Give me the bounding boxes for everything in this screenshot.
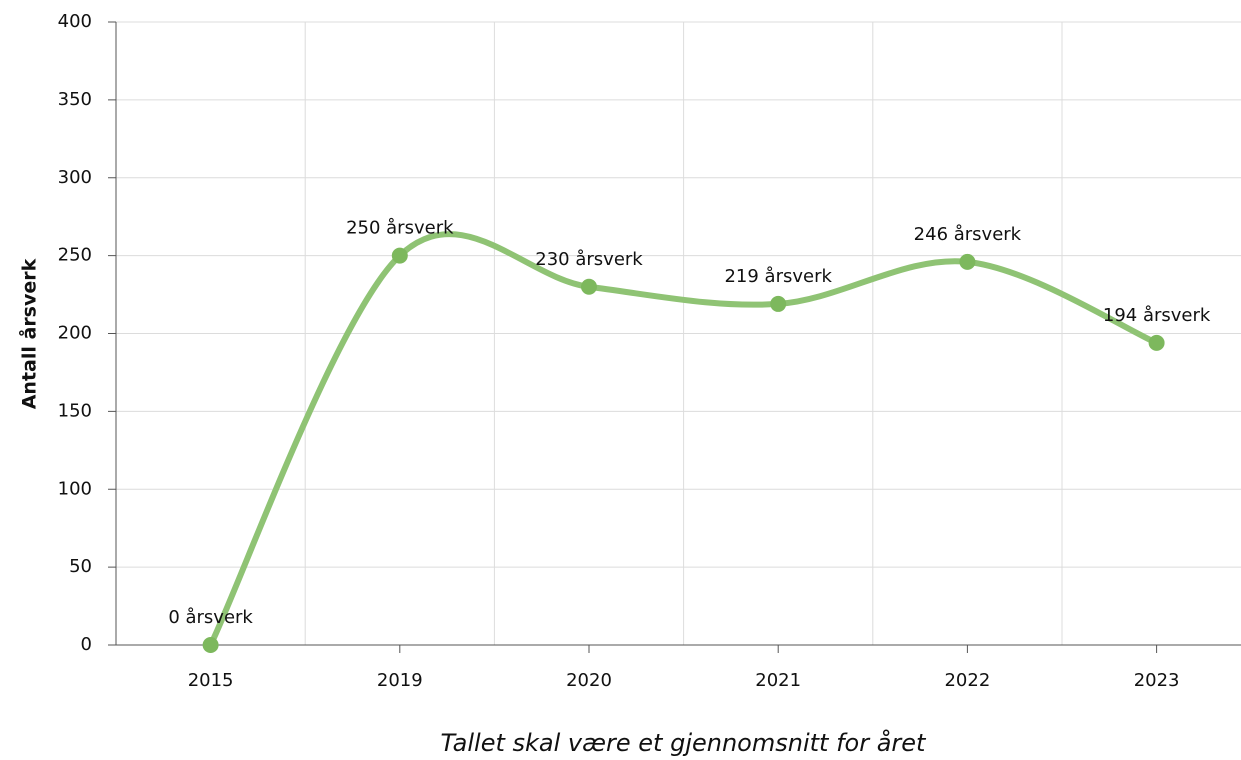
- x-tick-label: 2022: [944, 670, 990, 691]
- x-axis-label: Tallet skal være et gjennomsnitt for åre…: [441, 728, 928, 757]
- y-tick-label: 300: [58, 167, 92, 188]
- y-tick-label: 200: [58, 323, 92, 344]
- x-tick-label: 2021: [755, 670, 801, 691]
- marker: [391, 247, 408, 264]
- data-label: 0 årsverk: [168, 607, 253, 628]
- marker: [770, 295, 787, 312]
- y-axis-label: Antall årsverk: [17, 258, 41, 409]
- y-tick-label: 50: [69, 556, 92, 577]
- y-tick-label: 250: [58, 245, 92, 266]
- data-label: 219 årsverk: [724, 266, 832, 287]
- y-tick-label: 150: [58, 400, 92, 421]
- y-tick-label: 0: [81, 634, 92, 655]
- data-label: 246 årsverk: [914, 224, 1022, 245]
- line: [207, 231, 1160, 648]
- y-tick-label: 100: [58, 478, 92, 499]
- marker: [959, 253, 976, 270]
- data-label: 230 årsverk: [535, 249, 643, 270]
- data-label: 250 årsverk: [346, 218, 454, 239]
- marker: [1148, 334, 1165, 351]
- x-tick-label: 2020: [566, 670, 612, 691]
- marker: [581, 278, 597, 295]
- x-tick-label: 2019: [377, 670, 423, 691]
- y-tick-label: 400: [58, 11, 92, 32]
- data-label: 194 årsverk: [1103, 305, 1211, 326]
- marker: [202, 637, 219, 653]
- y-tick-label: 350: [58, 89, 92, 110]
- x-tick-label: 2023: [1134, 670, 1180, 691]
- x-tick-label: 2015: [188, 670, 234, 691]
